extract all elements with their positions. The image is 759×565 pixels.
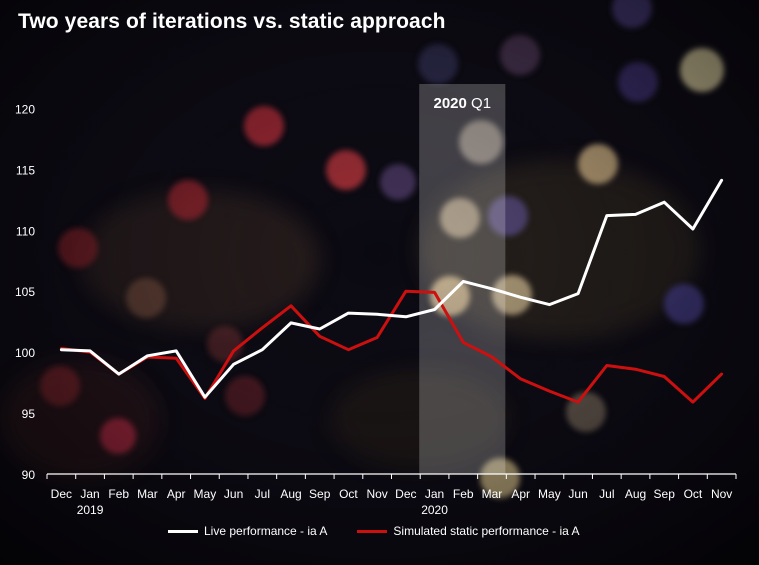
highlight-label: 2020 Q1 [433,95,491,112]
x-tick-label: Aug [280,487,301,501]
x-year-label: 2020 [421,503,448,517]
y-tick-label: 100 [15,346,35,360]
y-tick-label: 105 [15,285,35,299]
y-tick-label: 115 [16,163,35,177]
x-tick-label: Dec [395,487,416,501]
x-tick-label: May [538,487,561,501]
legend-label-live: Live performance - ia A [204,524,328,538]
x-tick-label: Feb [453,487,474,501]
x-tick-label: Oct [339,487,358,501]
series-line-static [59,289,724,404]
x-tick-label: Apr [511,487,530,501]
x-year-label: 2019 [77,503,104,517]
y-tick-label: 110 [16,224,35,238]
y-tick-label: 90 [22,468,36,482]
highlight-label-quarter: Q1 [471,95,491,112]
chart-title: Two years of iterations vs. static appro… [18,10,446,33]
x-tick-label: Jun [224,487,243,501]
legend-swatch-static [357,529,388,533]
x-tick-label: Jul [599,487,614,501]
x-tick-label: Aug [625,487,646,501]
x-tick-label: Jan [80,487,99,501]
y-tick-label: 120 [15,102,35,116]
legend-item-static: Simulated static performance - ia A [357,524,580,538]
series-line-live [59,178,724,399]
x-tick-label: Jun [568,487,587,501]
highlight-band [419,84,506,474]
legend-swatch-live [168,529,198,533]
x-tick-label: Mar [482,487,503,501]
y-tick-label: 95 [22,407,36,421]
legend-item-live: Live performance - ia A [168,524,327,538]
x-tick-label: May [194,487,217,501]
chart-legend: Live performance - ia A Simulated static… [168,524,580,538]
x-tick-label: Dec [51,487,72,501]
x-tick-label: Mar [137,487,158,501]
x-tick-label: Sep [309,487,331,501]
x-tick-label: Sep [654,487,676,501]
x-tick-label: Apr [167,487,186,501]
highlight-label-year: 2020 [433,95,471,112]
x-tick-label: Feb [108,487,129,501]
x-tick-label: Oct [684,487,703,501]
x-tick-label: Jan [425,487,444,501]
legend-label-static: Simulated static performance - ia A [393,524,580,538]
x-tick-label: Jul [255,487,270,501]
x-tick-label: Nov [366,487,387,501]
x-tick-label: Nov [711,487,732,501]
